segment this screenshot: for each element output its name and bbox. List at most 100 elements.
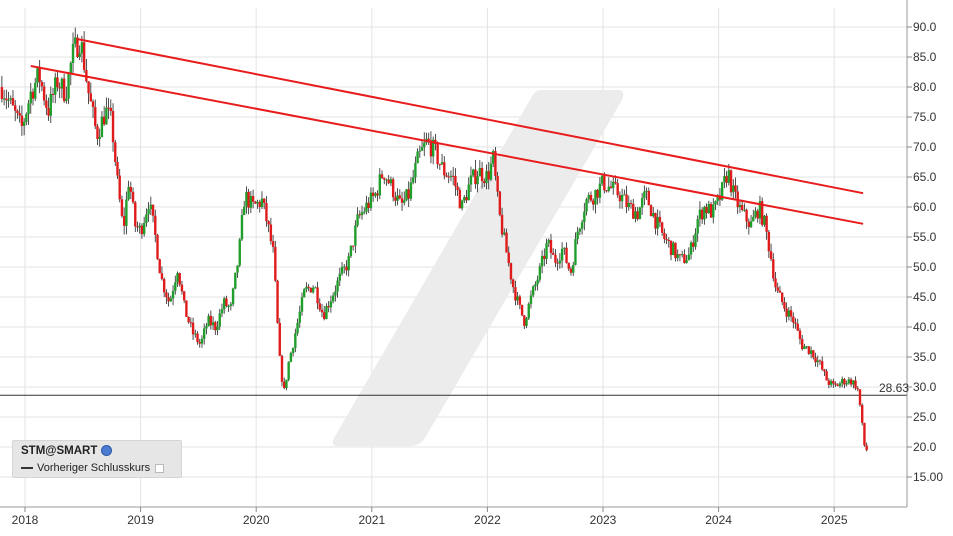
candle-body [42, 86, 46, 101]
candle-body [214, 322, 217, 331]
candle-body [474, 169, 477, 185]
candle-body [98, 136, 101, 139]
candle-body [400, 198, 404, 203]
candle-body [431, 139, 435, 157]
candle-body [487, 171, 490, 180]
candle-body [394, 197, 397, 201]
candle-body [294, 333, 297, 348]
candle-body [169, 298, 173, 302]
candle-body [525, 318, 528, 326]
candle-body [138, 225, 141, 228]
candle-body [843, 379, 846, 385]
candle-body [667, 239, 671, 241]
candle-body [852, 380, 855, 385]
candle-body [265, 202, 268, 222]
candle-body [116, 161, 119, 176]
candle-body [792, 316, 795, 323]
candle-body [120, 199, 124, 217]
candle-body [16, 110, 19, 114]
candle-body [309, 287, 313, 293]
candle-body [269, 224, 273, 242]
y-tick-label: 90.0 [913, 20, 937, 34]
candle-body [780, 292, 784, 302]
candle-body [634, 211, 637, 219]
candle-body [127, 186, 130, 200]
candle-body [856, 388, 859, 390]
candle-body [278, 322, 281, 356]
candle-body [47, 107, 50, 116]
candle-body [267, 221, 270, 225]
candle-body [225, 298, 228, 307]
prev-close-toggle-checkbox[interactable] [155, 463, 165, 473]
candle-body [109, 107, 113, 112]
symbol-label: STM@SMART [21, 445, 98, 457]
x-tick-label: 2023 [590, 513, 617, 527]
candle-body [285, 379, 288, 389]
candle-body [414, 163, 417, 178]
candle-body [129, 186, 133, 192]
candle-body [467, 184, 470, 201]
candle-body [760, 201, 764, 225]
candle-body [396, 195, 399, 201]
candle-body [669, 240, 673, 256]
candle-body [227, 305, 230, 307]
y-tick-label: 45.0 [913, 290, 937, 304]
candle-body [729, 170, 733, 193]
candle-body [56, 77, 59, 88]
x-tick-label: 2018 [12, 513, 39, 527]
candle-body [829, 380, 833, 385]
candle-body [847, 379, 851, 384]
candle-body [182, 291, 186, 301]
candle-body [5, 98, 8, 101]
candle-body [545, 243, 548, 259]
candle-body [818, 360, 822, 362]
candle-body [2, 98, 6, 100]
candle-body [549, 239, 553, 253]
x-tick-label: 2024 [705, 513, 732, 527]
candle-body [507, 252, 510, 264]
chart-legend[interactable]: STM@SMART Vorheriger Schlusskurs [12, 440, 182, 478]
candle-body [391, 179, 395, 198]
candle-body [11, 98, 15, 106]
candle-body [703, 206, 706, 220]
candle-body [854, 380, 857, 389]
candle-body [376, 193, 379, 196]
candle-body [260, 198, 264, 207]
candle-body [656, 216, 659, 229]
candle-body [365, 202, 368, 212]
candle-body [438, 164, 442, 166]
candle-body [445, 175, 448, 177]
candle-body [727, 170, 731, 183]
candle-body [623, 194, 626, 196]
candle-body [242, 206, 246, 215]
candle-body [520, 304, 524, 316]
candle-body [289, 352, 293, 362]
candle-body [298, 311, 301, 323]
candle-body [251, 195, 255, 202]
candle-body [202, 328, 206, 339]
candle-body [807, 346, 811, 354]
candle-body [423, 142, 426, 148]
candle-body [80, 42, 84, 54]
candle-body [114, 142, 117, 162]
candle-body [776, 287, 779, 291]
y-tick-label: 35.0 [913, 350, 937, 364]
candle-body [836, 384, 839, 387]
candle-body [723, 176, 726, 183]
candle-body [678, 254, 682, 256]
candle-body [96, 126, 99, 139]
y-tick-label: 50.0 [913, 260, 937, 274]
candle-body [576, 231, 579, 240]
candle-body [280, 355, 284, 382]
candle-body [125, 199, 128, 226]
candle-body [403, 200, 406, 203]
candle-body [283, 381, 286, 389]
x-tick-label: 2025 [821, 513, 848, 527]
candle-body [387, 179, 390, 184]
globe-icon[interactable] [101, 445, 113, 457]
candle-body [427, 138, 430, 141]
candle-body [18, 113, 21, 116]
candle-body [142, 223, 146, 235]
last-price-label: 28.63 [879, 381, 909, 395]
candle-body [311, 287, 315, 293]
